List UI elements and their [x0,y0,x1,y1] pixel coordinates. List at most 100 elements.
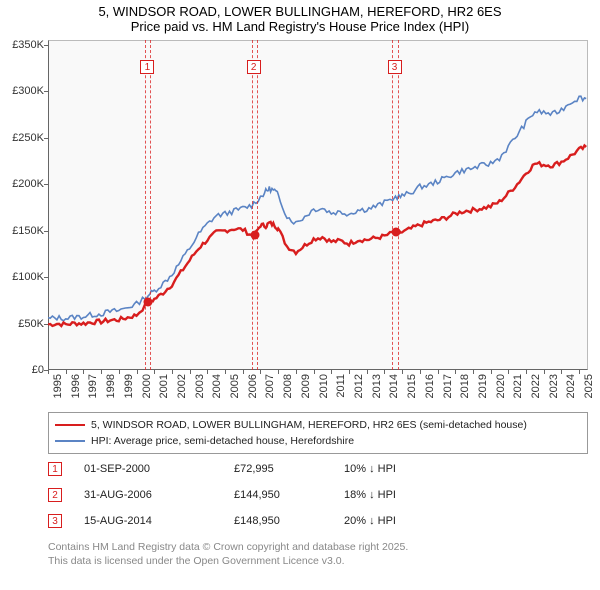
x-tick-label: 2025 [583,374,595,398]
x-tick [438,370,439,374]
footer: Contains HM Land Registry data © Crown c… [48,540,408,568]
x-tick [508,370,509,374]
x-tick [260,370,261,374]
legend-row-hpi: HPI: Average price, semi-detached house,… [55,433,581,449]
x-tick-label: 2016 [424,374,436,398]
sales-row-marker: 1 [48,462,62,476]
y-tick-label: £300K [0,85,44,97]
y-tick [44,324,48,325]
sales-row-date: 31-AUG-2006 [84,489,234,501]
x-tick [48,370,49,374]
y-tick [44,45,48,46]
x-tick-label: 2004 [211,374,223,398]
y-tick-label: £100K [0,271,44,283]
sales-row-marker: 3 [48,514,62,528]
x-tick-label: 2015 [406,374,418,398]
legend-swatch-price-paid [55,424,85,426]
x-tick [119,370,120,374]
x-tick [561,370,562,374]
y-tick-label: £150K [0,225,44,237]
x-tick [402,370,403,374]
sale-marker-box: 1 [140,60,154,74]
x-tick [243,370,244,374]
x-tick-label: 2006 [247,374,259,398]
sales-table-row: 2 31-AUG-2006£144,95018% ↓ HPI [48,482,464,508]
x-tick-label: 1996 [70,374,82,398]
x-tick [278,370,279,374]
x-tick-label: 2022 [530,374,542,398]
x-tick [314,370,315,374]
y-tick [44,231,48,232]
series-price-paid-line [48,146,586,327]
chart-lines [48,40,588,370]
sale-marker-box: 3 [388,60,402,74]
sale-marker-box: 2 [247,60,261,74]
x-tick-label: 2000 [141,374,153,398]
x-tick-label: 2002 [176,374,188,398]
x-tick-label: 2005 [229,374,241,398]
sale-dot [144,298,153,307]
sales-row-date: 15-AUG-2014 [84,515,234,527]
x-tick [526,370,527,374]
sales-row-diff: 20% ↓ HPI [344,515,464,527]
y-tick-label: £0 [0,364,44,376]
chart-title: 5, WINDSOR ROAD, LOWER BULLINGHAM, HEREF… [0,0,600,34]
x-tick [66,370,67,374]
sale-marker-band [252,40,258,370]
sales-row-diff: 18% ↓ HPI [344,489,464,501]
sales-table: 1 01-SEP-2000£72,99510% ↓ HPI 2 31-AUG-2006… [48,456,464,534]
x-tick [154,370,155,374]
x-tick-label: 2023 [548,374,560,398]
sales-row-price: £72,995 [234,463,344,475]
x-tick-label: 2012 [353,374,365,398]
x-tick [296,370,297,374]
x-tick-label: 1999 [123,374,135,398]
sales-row-date: 01-SEP-2000 [84,463,234,475]
x-tick-label: 2003 [194,374,206,398]
x-tick [190,370,191,374]
x-tick-label: 2013 [371,374,383,398]
title-line-1: 5, WINDSOR ROAD, LOWER BULLINGHAM, HEREF… [0,4,600,19]
x-tick-label: 1995 [52,374,64,398]
x-tick [172,370,173,374]
x-tick [331,370,332,374]
x-tick-label: 2017 [442,374,454,398]
legend-row-price-paid: 5, WINDSOR ROAD, LOWER BULLINGHAM, HEREF… [55,417,581,433]
x-tick [420,370,421,374]
sale-marker-band [392,40,398,370]
sales-row-marker: 2 [48,488,62,502]
x-tick [579,370,580,374]
x-tick [225,370,226,374]
sale-marker-band [145,40,151,370]
x-tick-label: 2020 [495,374,507,398]
x-tick-label: 2010 [318,374,330,398]
sale-dot [250,231,259,240]
sales-table-row: 315-AUG-2014£148,95020% ↓ HPI [48,508,464,534]
x-tick [101,370,102,374]
y-tick [44,138,48,139]
sales-row-diff: 10% ↓ HPI [344,463,464,475]
x-tick-label: 2009 [300,374,312,398]
x-tick [367,370,368,374]
y-tick-label: £350K [0,39,44,51]
x-tick [544,370,545,374]
x-tick [491,370,492,374]
footer-line-2: This data is licensed under the Open Gov… [48,554,408,568]
x-tick [137,370,138,374]
chart-area: £0£50K£100K£150K£200K£250K£300K£350K 199… [48,40,588,370]
sale-dot [391,227,400,236]
sales-row-price: £144,950 [234,489,344,501]
x-tick-label: 2001 [158,374,170,398]
x-tick-label: 2018 [459,374,471,398]
x-tick [83,370,84,374]
x-tick-label: 2024 [565,374,577,398]
x-tick [349,370,350,374]
x-tick [473,370,474,374]
legend-swatch-hpi [55,440,85,442]
x-tick-label: 2019 [477,374,489,398]
sales-table-row: 1 01-SEP-2000£72,99510% ↓ HPI [48,456,464,482]
x-tick-label: 2008 [282,374,294,398]
legend-label-hpi: HPI: Average price, semi-detached house,… [91,435,354,447]
legend-label-price-paid: 5, WINDSOR ROAD, LOWER BULLINGHAM, HEREF… [91,419,527,431]
y-tick-label: £250K [0,132,44,144]
